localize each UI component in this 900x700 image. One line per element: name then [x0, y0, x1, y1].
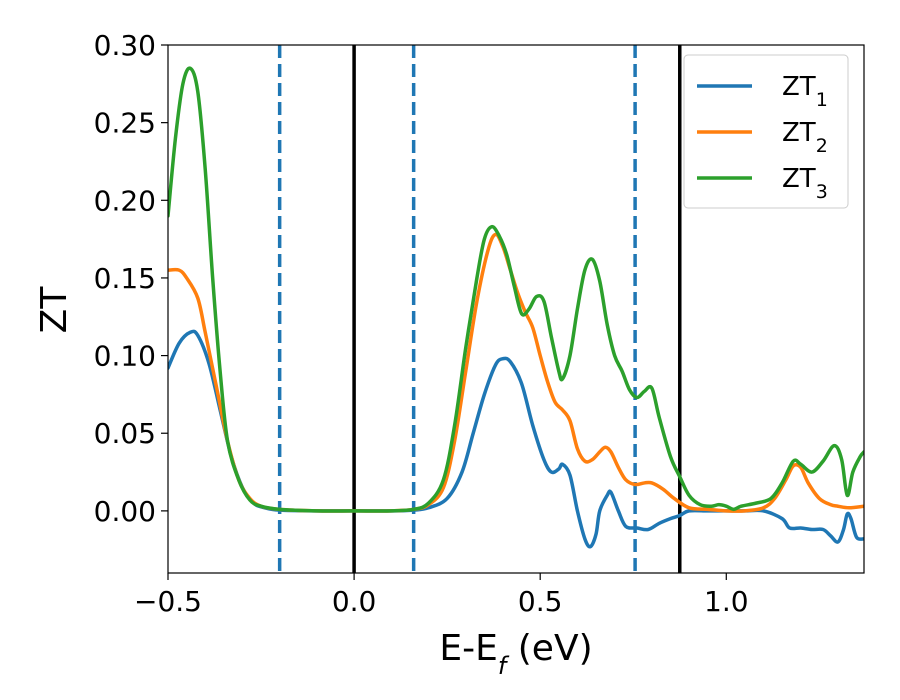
x-tick-label: 0.5	[518, 585, 563, 618]
y-tick-label: 0.10	[94, 340, 156, 373]
y-tick-label: 0.20	[94, 184, 156, 217]
x-tick-label: 1.0	[704, 585, 749, 618]
x-axis-label: E-Ef (eV)	[439, 628, 592, 680]
legend-label-zt3: ZT3	[782, 164, 828, 203]
series-line-zt3	[168, 66, 864, 513]
y-tick-label: 0.05	[94, 417, 156, 450]
reference-lines	[277, 45, 682, 573]
y-tick-label: 0.25	[94, 107, 156, 140]
y-axis-ticks: 0.00 0.05 0.10 0.15 0.20 0.25 0.30	[94, 29, 168, 528]
x-tick-label: 0.0	[332, 585, 377, 618]
series-lines	[168, 66, 864, 549]
legend: ZT1 ZT2 ZT3	[683, 54, 849, 209]
legend-label-zt2: ZT2	[782, 118, 828, 157]
x-axis-label-main: E-E	[439, 628, 497, 669]
y-tick-label: 0.30	[94, 29, 156, 62]
x-axis-label-unit: (eV)	[506, 628, 592, 669]
x-axis-ticks: −0.5 0.0 0.5 1.0	[134, 573, 749, 618]
y-axis-label: ZT	[34, 286, 75, 334]
legend-box	[683, 54, 849, 209]
y-tick-label: 0.00	[94, 495, 156, 528]
x-tick-label: −0.5	[134, 585, 202, 618]
plot-frame	[167, 44, 865, 574]
y-tick-label: 0.15	[94, 262, 156, 295]
legend-label-zt1: ZT1	[782, 72, 828, 111]
